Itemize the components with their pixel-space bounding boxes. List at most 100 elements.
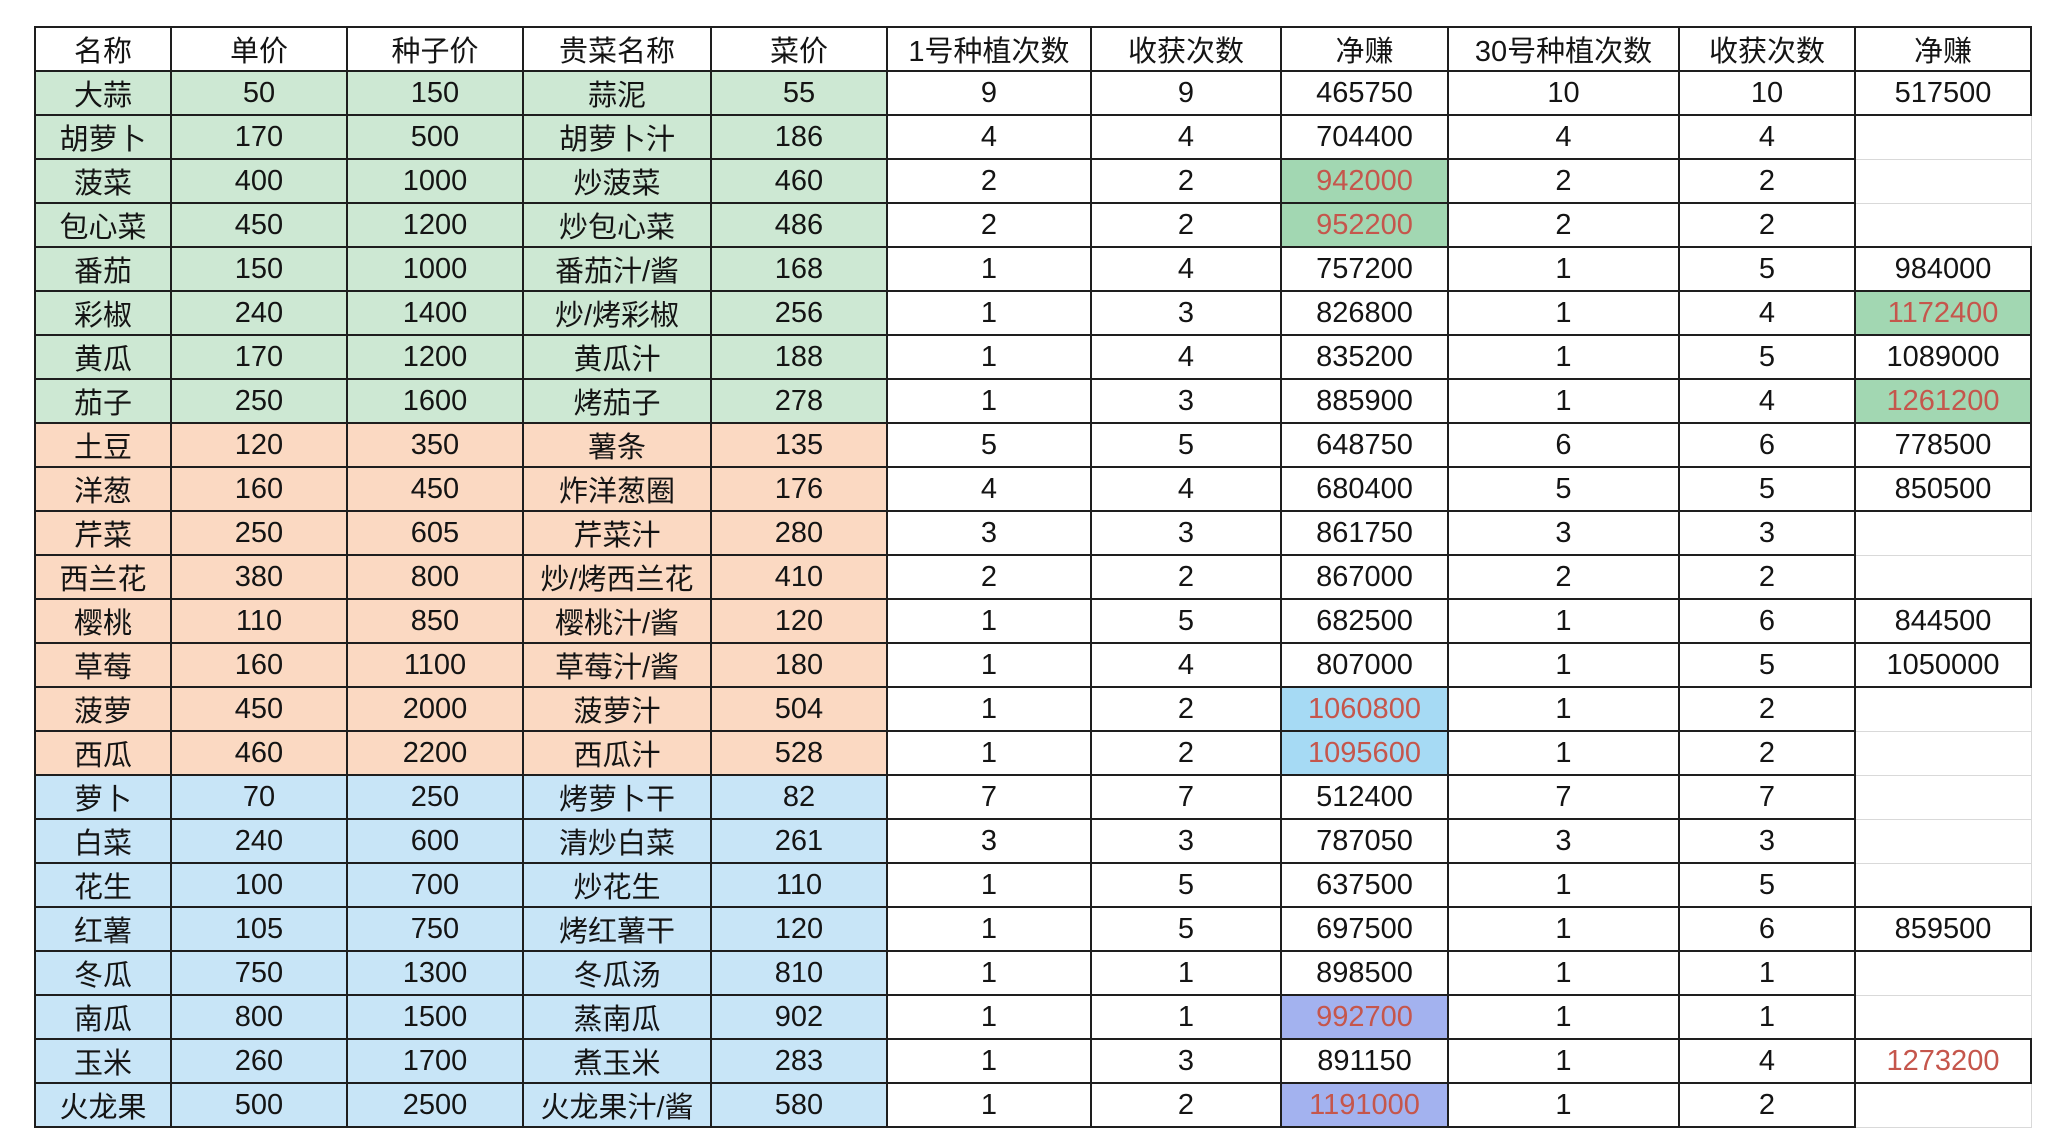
cell-day1-net-profit: 835200 <box>1280 334 1449 380</box>
cell-day1-plant-count: 9 <box>886 70 1092 116</box>
table-row: 茄子 250 1600 烤茄子 278 1 3 885900 1 4 1261200 <box>34 378 2032 424</box>
cell-day1-net-profit: 704400 <box>1280 114 1449 160</box>
column-header-day30-harvest-count: 收获次数 <box>1678 26 1856 72</box>
table-row: 西兰花 380 800 炒/烤西兰花 410 2 2 867000 2 2 <box>34 554 2032 600</box>
cell-crop-name: 彩椒 <box>34 290 172 336</box>
cell-crop-name: 冬瓜 <box>34 950 172 996</box>
cell-unit-price: 400 <box>170 158 348 204</box>
cell-day30-harvest-count: 2 <box>1678 1082 1856 1128</box>
column-header-dish-name: 贵菜名称 <box>522 26 712 72</box>
cell-day1-net-profit: 861750 <box>1280 510 1449 556</box>
column-header-crop-name: 名称 <box>34 26 172 72</box>
cell-seed-price: 350 <box>346 422 524 468</box>
cell-dish-price: 180 <box>710 642 888 688</box>
cell-dish-name: 清炒白菜 <box>522 818 712 864</box>
cell-day30-net-profit: 1050000 <box>1854 642 2032 688</box>
cell-seed-price: 1400 <box>346 290 524 336</box>
cell-crop-name: 洋葱 <box>34 466 172 512</box>
cell-crop-name: 土豆 <box>34 422 172 468</box>
cell-day30-net-profit: 844500 <box>1854 598 2032 644</box>
cell-dish-price: 278 <box>710 378 888 424</box>
cell-dish-name: 番茄汁/酱 <box>522 246 712 292</box>
cell-day30-plant-count: 7 <box>1447 774 1680 820</box>
cell-dish-price: 580 <box>710 1082 888 1128</box>
cell-day30-plant-count: 1 <box>1447 246 1680 292</box>
cell-day30-plant-count: 1 <box>1447 1038 1680 1084</box>
cell-dish-price: 902 <box>710 994 888 1040</box>
column-header-seed-price: 种子价 <box>346 26 524 72</box>
cell-dish-price: 188 <box>710 334 888 380</box>
cell-dish-price: 82 <box>710 774 888 820</box>
table-row: 胡萝卜 170 500 胡萝卜汁 186 4 4 704400 4 4 <box>34 114 2032 160</box>
cell-day30-harvest-count: 6 <box>1678 598 1856 644</box>
cell-day30-harvest-count: 5 <box>1678 862 1856 908</box>
cell-day1-harvest-count: 3 <box>1090 1038 1282 1084</box>
cell-unit-price: 380 <box>170 554 348 600</box>
cell-seed-price: 450 <box>346 466 524 512</box>
table-row: 花生 100 700 炒花生 110 1 5 637500 1 5 <box>34 862 2032 908</box>
table-row: 黄瓜 170 1200 黄瓜汁 188 1 4 835200 1 5 1089000 <box>34 334 2032 380</box>
cell-dish-name: 炒/烤西兰花 <box>522 554 712 600</box>
cell-dish-name: 烤萝卜干 <box>522 774 712 820</box>
cell-dish-price: 55 <box>710 70 888 116</box>
cell-day30-net-profit: 1172400 <box>1854 290 2032 336</box>
cell-day1-plant-count: 1 <box>886 1082 1092 1128</box>
cell-dish-name: 薯条 <box>522 422 712 468</box>
cell-seed-price: 1000 <box>346 158 524 204</box>
cell-day1-harvest-count: 1 <box>1090 994 1282 1040</box>
column-header-unit-price: 单价 <box>170 26 348 72</box>
cell-dish-name: 樱桃汁/酱 <box>522 598 712 644</box>
cell-day30-net-profit: 1273200 <box>1854 1038 2032 1084</box>
cell-seed-price: 1000 <box>346 246 524 292</box>
cell-seed-price: 2500 <box>346 1082 524 1128</box>
cell-day1-plant-count: 1 <box>886 1038 1092 1084</box>
cell-unit-price: 170 <box>170 114 348 160</box>
cell-day1-plant-count: 1 <box>886 290 1092 336</box>
cell-day30-harvest-count: 2 <box>1678 730 1856 776</box>
cell-unit-price: 50 <box>170 70 348 116</box>
cell-day1-harvest-count: 2 <box>1090 554 1282 600</box>
cell-crop-name: 黄瓜 <box>34 334 172 380</box>
cell-unit-price: 450 <box>170 202 348 248</box>
cell-day30-harvest-count: 6 <box>1678 906 1856 952</box>
cell-unit-price: 160 <box>170 642 348 688</box>
cell-crop-name: 西兰花 <box>34 554 172 600</box>
cell-day30-harvest-count: 6 <box>1678 422 1856 468</box>
cell-day1-net-profit: 826800 <box>1280 290 1449 336</box>
cell-day1-plant-count: 1 <box>886 950 1092 996</box>
cell-day30-harvest-count: 2 <box>1678 202 1856 248</box>
cell-crop-name: 红薯 <box>34 906 172 952</box>
cell-day1-plant-count: 2 <box>886 202 1092 248</box>
cell-day30-plant-count: 1 <box>1447 598 1680 644</box>
cell-day1-harvest-count: 2 <box>1090 1082 1282 1128</box>
table-row: 草莓 160 1100 草莓汁/酱 180 1 4 807000 1 5 1050000 <box>34 642 2032 688</box>
cell-day30-harvest-count: 2 <box>1678 554 1856 600</box>
cell-crop-name: 菠萝 <box>34 686 172 732</box>
cell-crop-name: 菠菜 <box>34 158 172 204</box>
cell-day30-plant-count: 2 <box>1447 158 1680 204</box>
table-row: 大蒜 50 150 蒜泥 55 9 9 465750 10 10 517500 <box>34 70 2032 116</box>
cell-day30-harvest-count: 4 <box>1678 378 1856 424</box>
cell-seed-price: 1600 <box>346 378 524 424</box>
cell-seed-price: 850 <box>346 598 524 644</box>
table-row: 菠萝 450 2000 菠萝汁 504 1 2 1060800 1 2 <box>34 686 2032 732</box>
cell-day30-net-profit: 1089000 <box>1854 334 2032 380</box>
cell-dish-price: 460 <box>710 158 888 204</box>
cell-day30-plant-count: 1 <box>1447 290 1680 336</box>
cell-crop-name: 番茄 <box>34 246 172 292</box>
header-row: 名称 单价 种子价 贵菜名称 菜价 1号种植次数 收获次数 净赚 30号种植次数 收获次数 净赚 <box>34 26 2032 72</box>
cell-unit-price: 260 <box>170 1038 348 1084</box>
cell-unit-price: 240 <box>170 290 348 336</box>
cell-day1-harvest-count: 9 <box>1090 70 1282 116</box>
cell-day1-net-profit: 697500 <box>1280 906 1449 952</box>
cell-day1-plant-count: 1 <box>886 642 1092 688</box>
table-row: 番茄 150 1000 番茄汁/酱 168 1 4 757200 1 5 984000 <box>34 246 2032 292</box>
cell-day1-harvest-count: 5 <box>1090 422 1282 468</box>
cell-crop-name: 南瓜 <box>34 994 172 1040</box>
cell-dish-name: 冬瓜汤 <box>522 950 712 996</box>
cell-day30-harvest-count: 5 <box>1678 334 1856 380</box>
cell-day1-harvest-count: 2 <box>1090 158 1282 204</box>
cell-unit-price: 150 <box>170 246 348 292</box>
cell-day1-plant-count: 4 <box>886 114 1092 160</box>
cell-day1-net-profit: 637500 <box>1280 862 1449 908</box>
